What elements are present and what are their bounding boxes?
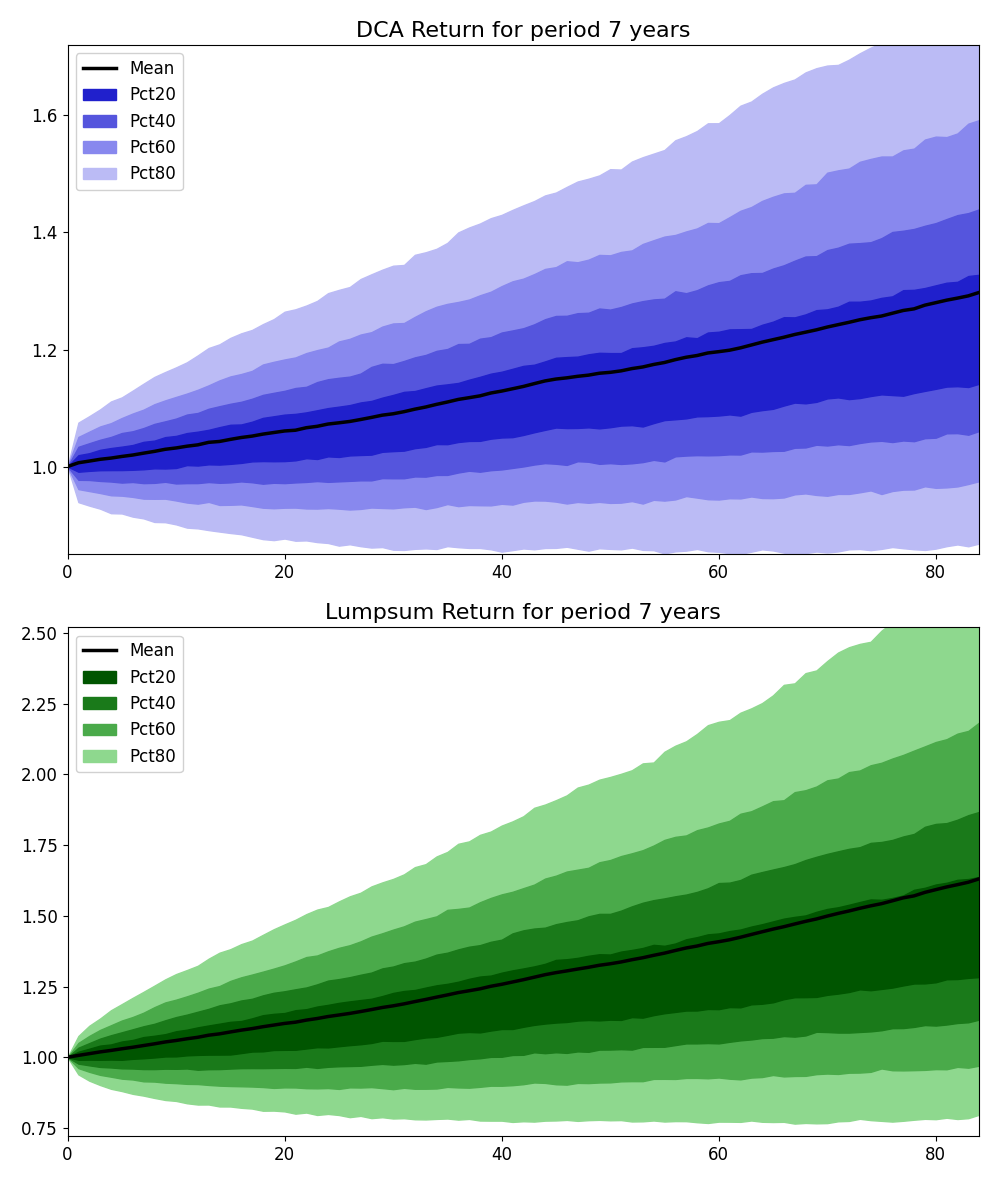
- Mean: [973, 286, 985, 300]
- Legend: Mean, Pct20, Pct40, Pct60, Pct80: Mean, Pct20, Pct40, Pct60, Pct80: [76, 53, 183, 190]
- Mean: [517, 973, 529, 987]
- Mean: [376, 408, 388, 422]
- Line: Mean: Mean: [68, 879, 979, 1057]
- Mean: [62, 460, 74, 474]
- Mean: [376, 1000, 388, 1014]
- Mean: [213, 1026, 225, 1040]
- Title: Lumpsum Return for period 7 years: Lumpsum Return for period 7 years: [325, 603, 721, 623]
- Mean: [517, 379, 529, 393]
- Title: DCA Return for period 7 years: DCA Return for period 7 years: [356, 21, 691, 40]
- Mean: [344, 1006, 356, 1020]
- Line: Mean: Mean: [68, 293, 979, 467]
- Mean: [62, 1050, 74, 1064]
- Legend: Mean, Pct20, Pct40, Pct60, Pct80: Mean, Pct20, Pct40, Pct60, Pct80: [76, 635, 183, 773]
- Mean: [333, 416, 345, 430]
- Mean: [973, 872, 985, 886]
- Mean: [919, 885, 931, 899]
- Mean: [213, 435, 225, 449]
- Mean: [919, 299, 931, 313]
- Mean: [333, 1008, 345, 1023]
- Mean: [344, 415, 356, 429]
